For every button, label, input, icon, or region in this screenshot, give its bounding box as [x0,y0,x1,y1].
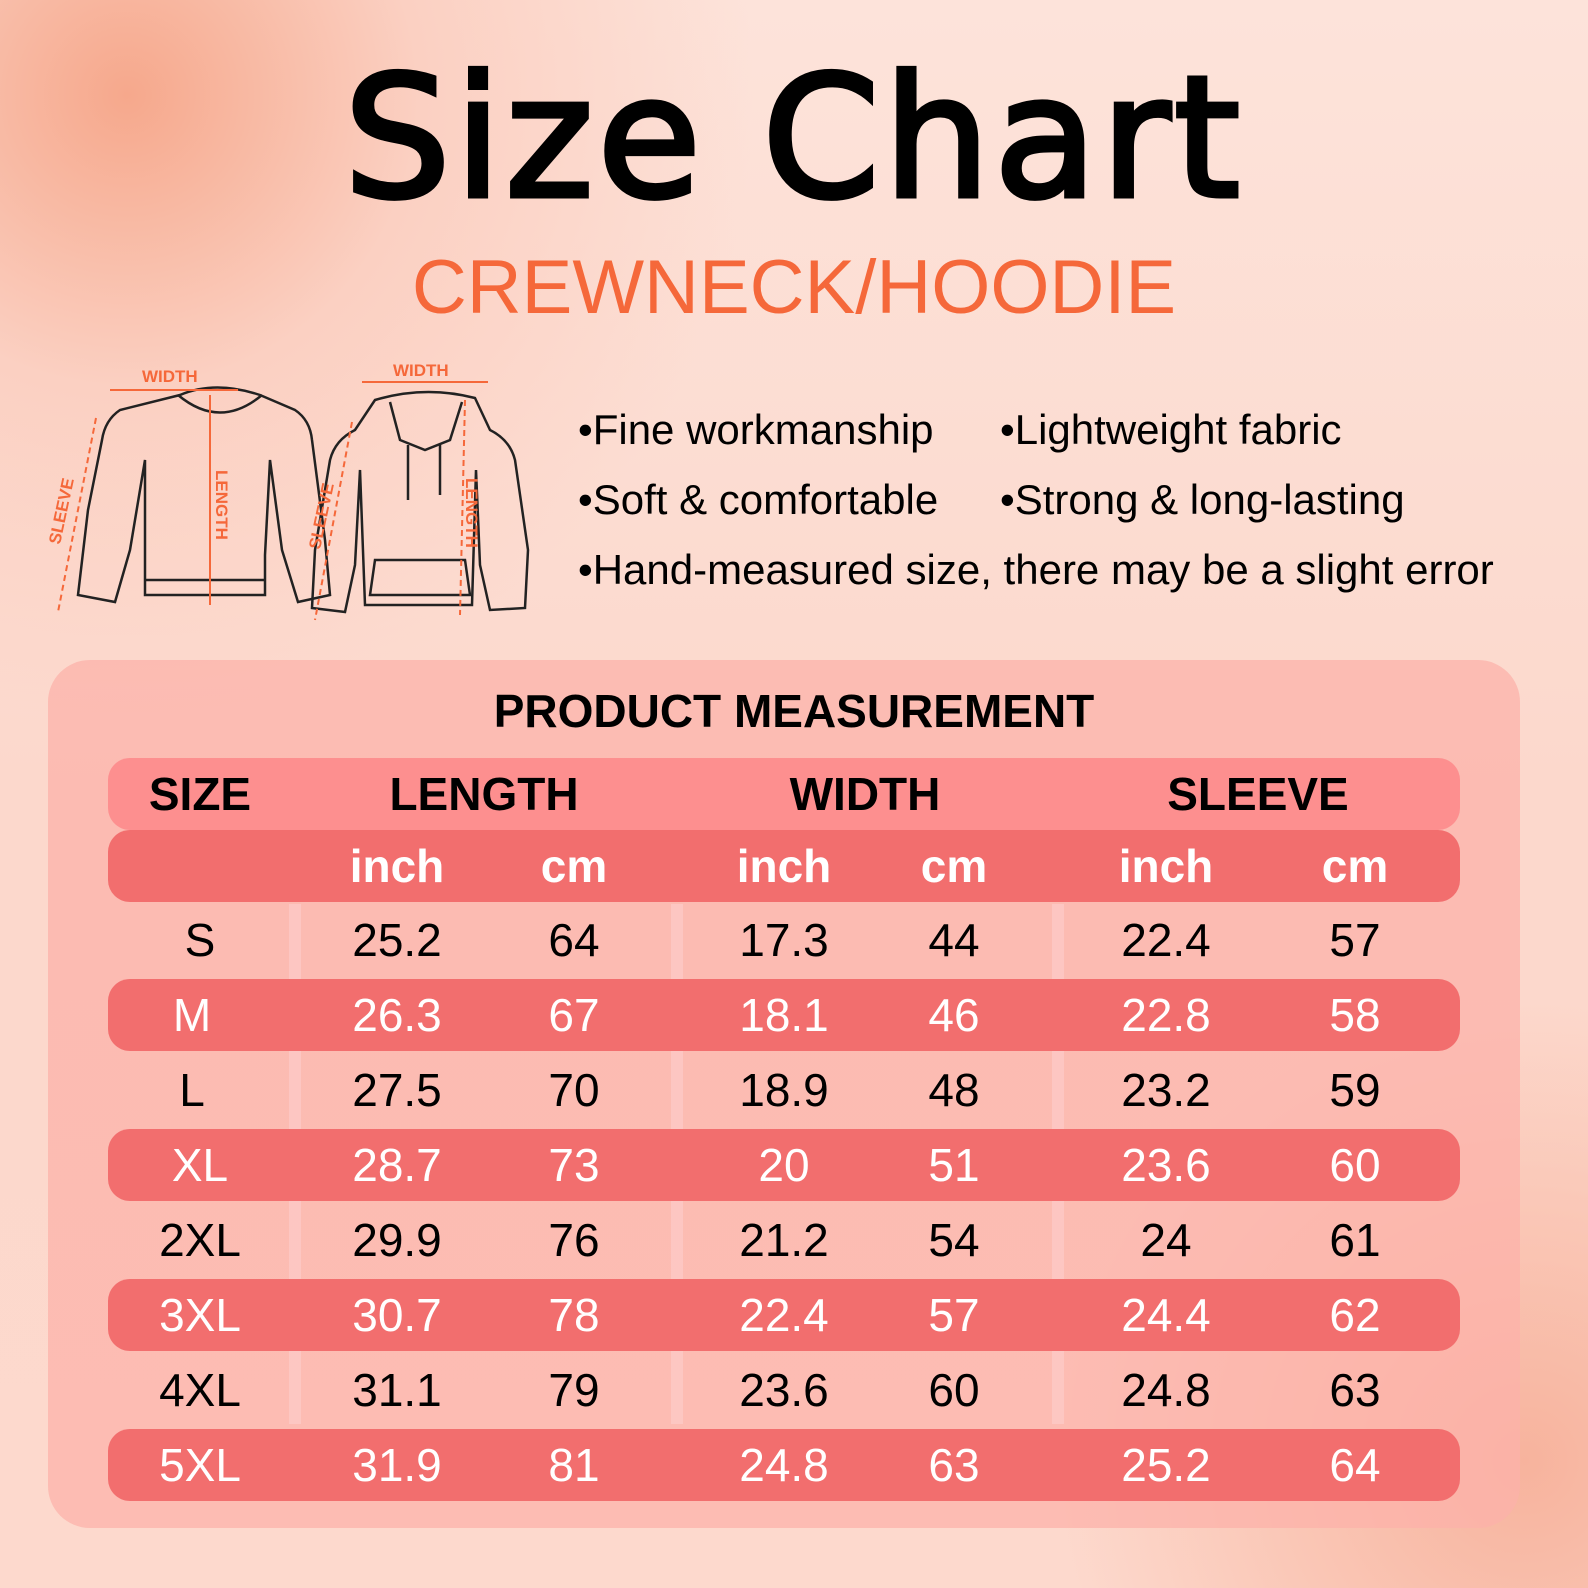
measurement-cell: 23.6 [1121,1139,1211,1191]
measurement-cell: 57 [928,1289,980,1341]
size-cell: M [172,989,212,1041]
measurement-cell: 58 [1329,989,1381,1041]
measurement-cell: 61 [1329,1214,1381,1266]
measurement-cell: 25.2 [1121,1439,1211,1491]
size-cell: 4XL [159,1364,241,1416]
size-cell: XL [171,1139,229,1191]
crewneck-width-label: WIDTH [142,367,198,386]
header-row [108,758,1460,830]
measurement-cell: 30.7 [352,1289,442,1341]
column-header: WIDTH [789,768,941,820]
hoodie-sleeve-label: SLEEVE [305,481,338,551]
feature-item: •Fine workmanship [578,406,934,453]
measurement-cell: 18.1 [739,989,829,1041]
unit-header: cm [920,840,988,892]
unit-header: inch [349,840,445,892]
crewneck-measure-arrows [57,389,238,613]
unit-row [108,830,1460,902]
table-row [108,1129,1460,1201]
measurement-cell: 64 [548,914,600,966]
column-header: SIZE [148,768,252,820]
unit-header: cm [1321,840,1389,892]
feature-item: •Hand-measured size, there may be a slig… [578,546,1494,593]
measurement-cell: 20 [758,1139,810,1191]
measurement-cell: 59 [1329,1064,1381,1116]
column-header: SLEEVE [1167,768,1349,820]
measurement-cell: 26.3 [352,989,442,1041]
measurement-cell: 29.9 [352,1214,442,1266]
crewneck-sleeve-label: SLEEVE [45,476,78,546]
measurement-cell: 60 [928,1364,980,1416]
table-title: PRODUCT MEASUREMENT [493,685,1095,737]
measurement-cell: 28.7 [352,1139,442,1191]
page-title: Size Chart [342,38,1244,239]
measurement-cell: 62 [1329,1289,1381,1341]
measurement-cell: 22.4 [739,1289,829,1341]
measurement-cell: 67 [548,989,600,1041]
hoodie-length-label: LENGTH [462,478,481,548]
measurement-cell: 24 [1140,1214,1192,1266]
measurement-cell: 48 [928,1064,980,1116]
measurement-cell: 24.8 [739,1439,829,1491]
measurement-cell: 51 [928,1139,980,1191]
measurement-cell: 54 [928,1214,980,1266]
measurement-cell: 27.5 [352,1064,442,1116]
size-cell: 5XL [159,1439,241,1491]
measurement-cell: 22.8 [1121,989,1211,1041]
measurement-cell: 78 [548,1289,600,1341]
feature-item: •Lightweight fabric [1000,406,1342,453]
feature-item: •Soft & comfortable [578,476,939,523]
measurement-cell: 24.4 [1121,1289,1211,1341]
unit-header: inch [736,840,832,892]
measurement-cell: 76 [548,1214,600,1266]
crewneck-length-label: LENGTH [212,470,231,540]
measurement-cell: 81 [548,1439,600,1491]
measurement-cell: 64 [1329,1439,1381,1491]
feature-item: •Strong & long-lasting [1000,476,1405,523]
subtitle: CREWNECK/HOODIE [411,245,1177,330]
measurement-cell: 63 [928,1439,980,1491]
size-cell: L [179,1064,205,1116]
measurement-cell: 25.2 [352,914,442,966]
measurement-cell: 70 [548,1064,600,1116]
measurement-cell: 57 [1329,914,1381,966]
measurement-cell: 22.4 [1121,914,1211,966]
hoodie-illustration [310,390,530,614]
measurement-cell: 23.2 [1121,1064,1211,1116]
measurement-cell: 24.8 [1121,1364,1211,1416]
measurement-cell: 79 [548,1364,600,1416]
table-row [108,1429,1460,1501]
measurement-cell: 73 [548,1139,600,1191]
measurement-cell: 60 [1329,1139,1381,1191]
measurement-cell: 31.1 [352,1364,442,1416]
hoodie-width-label: WIDTH [393,361,449,380]
measurement-cell: 17.3 [739,914,829,966]
unit-header: inch [1118,840,1214,892]
measurement-cell: 46 [928,989,980,1041]
size-cell: 3XL [159,1289,241,1341]
table-row [108,1279,1460,1351]
table-row [108,979,1460,1051]
measurement-cell: 63 [1329,1364,1381,1416]
measurement-cell: 21.2 [739,1214,829,1266]
garment-diagram: WIDTH LENGTH SLEEVE WIDTH LENGTH SLEEVE [45,361,530,621]
crewneck-illustration [76,386,332,604]
hoodie-measure-arrows [314,381,488,621]
measurement-cell: 23.6 [739,1364,829,1416]
measurement-cell: 18.9 [739,1064,829,1116]
unit-header: cm [540,840,608,892]
size-cell: 2XL [159,1214,241,1266]
measurement-cell: 44 [928,914,980,966]
size-cell: S [184,914,216,966]
column-header: LENGTH [389,768,579,820]
measurement-cell: 31.9 [352,1439,442,1491]
